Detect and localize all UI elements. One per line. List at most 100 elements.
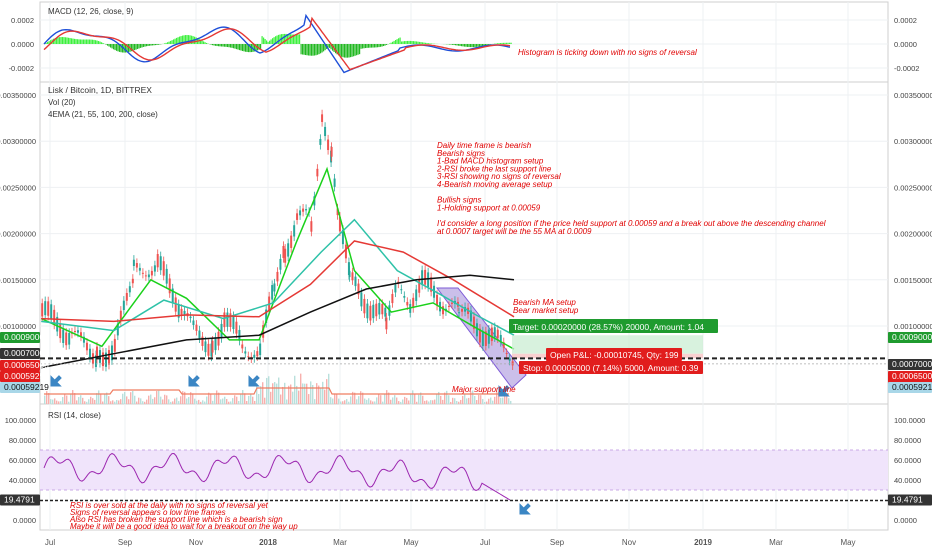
candle-body <box>458 312 461 314</box>
macd-histogram-bar <box>62 37 64 44</box>
candle-body <box>366 303 369 319</box>
price-label-left-0070[interactable] <box>0 348 40 359</box>
volume-bar <box>382 401 384 404</box>
macd-histogram-bar <box>206 42 208 44</box>
candle-body <box>47 301 50 316</box>
open-pl-label[interactable] <box>546 348 682 361</box>
macd-histogram-bar <box>314 44 316 56</box>
rsi-current-right[interactable] <box>888 494 932 506</box>
price-label-left-59255[interactable] <box>0 371 40 382</box>
candle-body <box>381 304 384 315</box>
macd-histogram-bar <box>464 44 466 47</box>
candle-body <box>391 293 394 304</box>
price-label-left-59219[interactable] <box>0 382 40 393</box>
candle-body <box>192 320 195 326</box>
ema-200-line <box>41 274 515 369</box>
candle-body <box>68 332 71 345</box>
macd-histogram-bar <box>216 44 218 47</box>
macd-histogram-bar <box>290 34 292 44</box>
price-label-0070[interactable] <box>888 359 932 370</box>
candle-body <box>505 353 508 355</box>
volume-bar <box>394 395 396 404</box>
volume-bar <box>456 400 458 404</box>
volume-bar <box>220 399 222 404</box>
macd-histogram-bar <box>318 44 320 55</box>
macd-histogram-bar <box>102 43 104 44</box>
volume-bar <box>336 394 338 404</box>
macd-histogram-bar <box>375 44 377 48</box>
macd-histogram-bar <box>93 39 95 44</box>
volume-bar <box>374 401 376 404</box>
volume-bar <box>118 400 120 404</box>
macd-histogram-bar <box>63 37 65 44</box>
price-tick-right: 0.00150000 <box>894 276 932 285</box>
macd-histogram-bar <box>411 40 413 44</box>
volume-bar <box>350 396 352 404</box>
volume-bar <box>204 401 206 404</box>
candle-body <box>347 262 350 276</box>
volume-bar <box>76 400 78 404</box>
volume-bar <box>324 389 326 404</box>
macd-histogram-bar <box>99 41 101 44</box>
macd-histogram-bar <box>212 44 214 46</box>
macd-histogram-bar <box>312 44 314 56</box>
volume-bar <box>398 401 400 404</box>
macd-histogram-bar <box>114 44 116 51</box>
volume-bar <box>202 400 204 404</box>
macd-histogram-bar <box>221 44 223 47</box>
volume-bar <box>362 392 364 404</box>
volume-bar <box>322 381 324 404</box>
volume-bar <box>136 401 138 404</box>
candle-body <box>50 304 53 320</box>
macd-histogram-bar <box>404 41 406 44</box>
macd-histogram-bar <box>296 34 298 44</box>
macd-histogram-bar <box>263 37 265 44</box>
volume-bar <box>232 398 234 404</box>
macd-histogram-bar <box>384 44 386 46</box>
volume-bar <box>228 401 230 404</box>
candle-body <box>403 296 406 298</box>
price-label-0065[interactable] <box>888 371 932 382</box>
macd-histogram-bar <box>426 43 428 44</box>
price-label-59219[interactable] <box>888 382 932 393</box>
rsi-current-left[interactable] <box>0 494 40 506</box>
volume-bar <box>156 391 158 404</box>
volume-bar <box>108 396 110 404</box>
macd-histogram-bar <box>201 40 203 44</box>
candle-body <box>171 288 174 304</box>
price-label-left-0065[interactable] <box>0 360 40 371</box>
volume-bar <box>48 393 50 404</box>
target-label[interactable] <box>509 319 718 333</box>
macd-histogram-bar <box>108 44 110 47</box>
macd-histogram-bar <box>284 33 286 44</box>
macd-histogram-bar <box>510 42 512 44</box>
volume-bar <box>144 401 146 404</box>
price-label-0070-text: 0.00070000 <box>892 359 932 369</box>
macd-histogram-bar <box>266 40 268 44</box>
stop-label[interactable] <box>519 361 703 374</box>
macd-histogram-bar <box>488 44 490 45</box>
price-label-left-0090[interactable] <box>0 332 40 343</box>
macd-histogram-bar <box>350 44 352 58</box>
candle-body <box>478 328 481 343</box>
volume-bar <box>188 397 190 404</box>
volume-bar <box>168 399 170 404</box>
candle-body <box>147 274 150 278</box>
stop-label-text: Stop: 0.00005000 (7.14%) 5000, Amount: 0… <box>523 363 699 373</box>
macd-histogram-bar <box>335 44 337 54</box>
volume-bar <box>466 398 468 404</box>
volume-bar <box>212 400 214 404</box>
analysis-note: Bullish signs <box>437 196 481 205</box>
macd-histogram-bar <box>198 38 200 44</box>
volume-bar <box>444 392 446 404</box>
volume-bar <box>494 396 496 404</box>
volume-bar <box>174 398 176 404</box>
volume-bar <box>254 400 256 404</box>
rsi-tick-right: 60.0000 <box>894 456 921 465</box>
macd-histogram-bar <box>191 35 193 44</box>
macd-histogram-bar <box>150 44 152 46</box>
macd-histogram-bar <box>495 43 497 44</box>
price-label-0090[interactable] <box>888 332 932 343</box>
volume-bars <box>44 373 512 404</box>
